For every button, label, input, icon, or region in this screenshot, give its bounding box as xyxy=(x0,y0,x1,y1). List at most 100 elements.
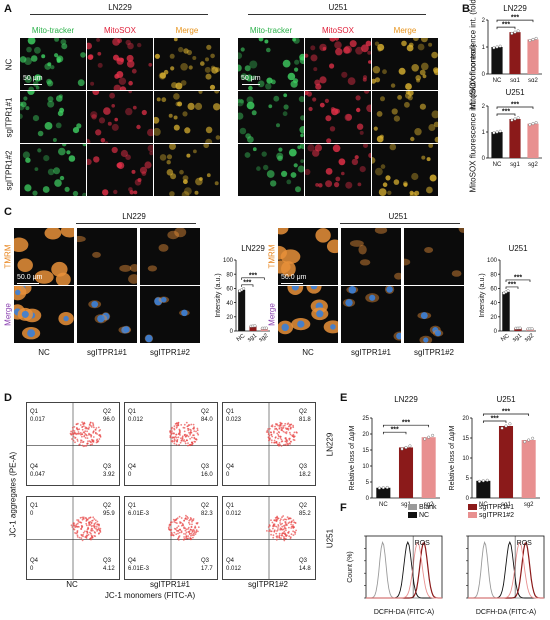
event-dot xyxy=(267,428,269,430)
panel-c-collabel-1-1: sgITPR1#1 xyxy=(350,348,392,357)
cell-body xyxy=(278,228,289,235)
cell-blob xyxy=(186,49,192,56)
panel-c-micrograph-1-1-2 xyxy=(404,286,464,343)
panel-d-q2-name: Q2 xyxy=(299,503,308,509)
cell-blob xyxy=(154,116,160,124)
event-dot xyxy=(273,430,275,433)
cell-blob xyxy=(55,122,62,129)
cell-blob xyxy=(159,154,167,161)
cell-body xyxy=(349,240,364,247)
cell-blob xyxy=(335,48,343,56)
sig-bracket xyxy=(241,284,254,287)
panel-d-plot-svg xyxy=(125,403,217,485)
panel-a-cellline-1: U251 xyxy=(328,3,348,12)
nucleus xyxy=(97,314,105,323)
event-dot xyxy=(191,530,194,532)
sig-stars: *** xyxy=(243,279,251,286)
cell-blob xyxy=(305,168,311,176)
panel-a-micrograph-0-0-0 xyxy=(20,38,86,90)
panel-a-micrograph-svg xyxy=(22,144,86,196)
cell-blob xyxy=(95,129,102,136)
cell-blob xyxy=(366,104,371,113)
panel-c-scalebar-line-0 xyxy=(17,283,39,284)
panel-a-micrograph-0-2-2 xyxy=(154,144,220,196)
sig-bracket xyxy=(496,113,516,116)
cell-body xyxy=(14,237,29,253)
panel-d-collabel-2: sgITPR1#2 xyxy=(247,580,289,589)
panel-d-label: D xyxy=(4,392,12,404)
cell-blob xyxy=(47,96,54,102)
event-dot xyxy=(276,518,279,521)
event-dot xyxy=(181,524,183,527)
cell-blob xyxy=(166,160,171,165)
event-dot xyxy=(285,518,288,521)
panel-a-micrograph-0-0-1 xyxy=(87,38,153,90)
x-tick-label: sg2 xyxy=(424,502,434,508)
cell-blob xyxy=(161,97,167,103)
event-dot xyxy=(95,527,97,530)
cell-blob xyxy=(127,42,134,50)
event-dot xyxy=(277,524,280,526)
event-dot xyxy=(285,442,288,444)
event-dot xyxy=(188,424,191,426)
panel-c-cellline-0: LN229 xyxy=(122,212,146,221)
bar-NC xyxy=(476,480,491,498)
event-dot xyxy=(190,525,193,528)
panel-a-label: A xyxy=(4,3,12,15)
panel-c-micrograph-0-0-0 xyxy=(14,228,74,285)
panel-a-micrograph-svg xyxy=(159,144,219,196)
cell-blob xyxy=(372,78,376,84)
event-dot xyxy=(90,529,92,531)
cell-blob xyxy=(389,144,397,151)
data-point xyxy=(510,31,514,35)
panel-d-plot-svg xyxy=(27,403,119,485)
cell-blob xyxy=(334,108,340,114)
cell-body xyxy=(281,261,296,277)
cell-blob xyxy=(361,44,369,53)
panel-c-micrograph-svg xyxy=(144,296,190,343)
panel-c-micrograph-0-1-0 xyxy=(14,286,74,343)
event-dot xyxy=(82,440,85,443)
event-dot xyxy=(271,424,274,426)
event-dot xyxy=(187,528,189,530)
panel-d-plot-1-2: Q1 0.012 Q2 85.2 Q4 0.012 Q3 14.8 xyxy=(222,496,316,580)
event-dot xyxy=(285,535,288,537)
event-dot xyxy=(90,532,92,535)
cell-body xyxy=(278,245,287,260)
panel-a-cellline-0: LN229 xyxy=(108,3,132,12)
event-dot xyxy=(83,422,86,425)
cell-blob xyxy=(173,124,180,131)
legend-item-0: Blank xyxy=(408,504,437,512)
panel-a-micrograph-svg xyxy=(154,91,220,143)
event-dot xyxy=(74,441,76,444)
event-dot xyxy=(275,428,277,430)
event-dot xyxy=(288,517,290,520)
event-dot xyxy=(91,519,94,522)
panel-d-plot-svg xyxy=(27,497,119,579)
panel-d-q2-value: 84.0 xyxy=(201,417,213,423)
event-dot xyxy=(87,527,90,530)
event-dot xyxy=(91,443,94,446)
event-dot xyxy=(95,427,98,429)
sig-stars: *** xyxy=(508,281,516,288)
y-axis-label: Relative loss of ΔψM xyxy=(349,425,356,490)
event-dot xyxy=(191,441,193,444)
cell-blob xyxy=(281,170,288,177)
cell-blob xyxy=(341,171,345,176)
cell-blob xyxy=(387,190,392,195)
panel-a-micrograph-svg xyxy=(20,91,82,142)
cell-blob xyxy=(334,41,342,49)
panel-a-micrograph-0-1-0 xyxy=(20,91,86,143)
event-dot xyxy=(78,536,81,539)
nucleus xyxy=(297,320,305,328)
panel-c-micrograph-1-0-0 xyxy=(278,228,338,285)
event-dot xyxy=(85,537,88,539)
event-dot xyxy=(284,431,287,434)
event-dot xyxy=(281,440,284,443)
nucleus xyxy=(348,286,357,294)
panel-d-q4-value: 6.01E-3 xyxy=(128,565,150,572)
cell-blob xyxy=(149,151,153,156)
cell-blob xyxy=(325,168,333,175)
panel-a-col-1-1: MitoSOX xyxy=(321,26,354,35)
event-dot xyxy=(178,535,181,537)
